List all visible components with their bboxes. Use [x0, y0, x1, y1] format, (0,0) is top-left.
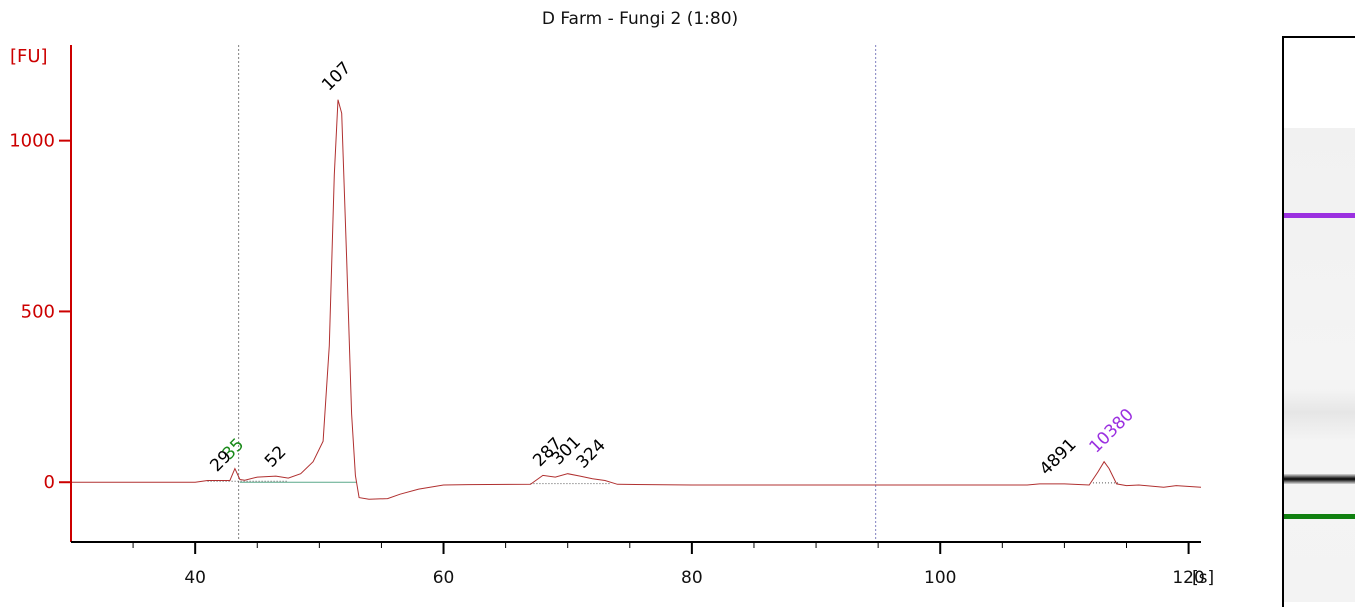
y-tick-label: 500: [21, 301, 55, 322]
x-tick-label: 40: [184, 568, 206, 588]
x-tick-label: 80: [681, 568, 703, 588]
x-tick-label: 60: [433, 568, 455, 588]
peak-baselines: [207, 480, 1120, 485]
marker-lines: [238, 45, 877, 542]
x-tick-label: 120: [1172, 568, 1204, 588]
y-ticks: 0 500 1000: [9, 131, 71, 493]
gel-image: [1282, 36, 1355, 607]
x-axis-label: [s]: [1192, 568, 1214, 588]
x-tick-label: 100: [924, 568, 956, 588]
peak-label: 10380: [1086, 405, 1138, 457]
x-ticks: 40 60 80 100 120: [132, 542, 1205, 588]
chart-title: D Farm - Fungi 2 (1:80): [542, 9, 738, 29]
gel-band-sample-band: [1284, 473, 1355, 484]
y-tick-label: 0: [44, 472, 55, 493]
gel-band-lower-marker: [1284, 513, 1355, 519]
y-tick-label: 1000: [9, 131, 55, 152]
electropherogram-chart: D Farm - Fungi 2 (1:80) [FU] [s] 0 500 100…: [9, 9, 1214, 588]
fluorescence-trace: [71, 99, 1201, 500]
gel-lane: [1284, 128, 1355, 602]
gel-band-upper-marker: [1284, 212, 1355, 218]
y-axis-label: [FU]: [10, 46, 48, 67]
peak-label: 52: [261, 442, 290, 471]
peak-label: 107: [318, 58, 355, 95]
peak-label: 4891: [1036, 435, 1081, 480]
